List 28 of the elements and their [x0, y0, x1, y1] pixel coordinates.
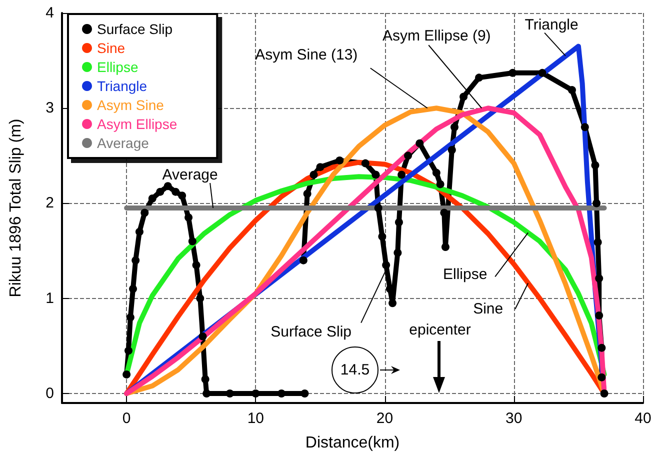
legend-label: Asym Ellipse [97, 116, 178, 132]
x-tick-label: 30 [506, 410, 522, 427]
legend-label: Sine [97, 40, 126, 56]
y-tick-label: 2 [46, 194, 54, 212]
annotation: Triangle [524, 16, 578, 34]
y-axis-title: Rikuu 1896 Total Slip (m) [8, 118, 24, 298]
annotation: 14.5 [340, 362, 370, 378]
y-tick-label: 3 [46, 100, 54, 117]
x-axis-title: Distance(km) [305, 434, 400, 452]
x-tick-label: 10 [247, 410, 264, 427]
legend-label: Surface Slip [97, 21, 173, 37]
legend-label: Triangle [97, 78, 148, 94]
x-tick-label: 40 [634, 410, 652, 427]
legend-label: Ellipse [97, 59, 138, 75]
annotation: Average [162, 166, 218, 184]
annotation: Asym Ellipse (9) [382, 28, 491, 45]
annotation: Surface Slip [270, 323, 352, 340]
legend-label: Asym Sine [97, 97, 164, 113]
x-tick-label: 0 [122, 410, 131, 427]
annotation: Ellipse [442, 266, 488, 284]
annotation: epicenter [409, 322, 471, 338]
annotation: Sine [473, 300, 504, 318]
y-tick-label: 1 [46, 290, 54, 307]
legend-label: Average [97, 135, 150, 151]
x-tick-label: 20 [376, 410, 394, 427]
y-tick-label: 4 [46, 4, 54, 22]
y-tick-label: 0 [46, 384, 54, 402]
annotation: Asym Sine (13) [255, 46, 358, 64]
